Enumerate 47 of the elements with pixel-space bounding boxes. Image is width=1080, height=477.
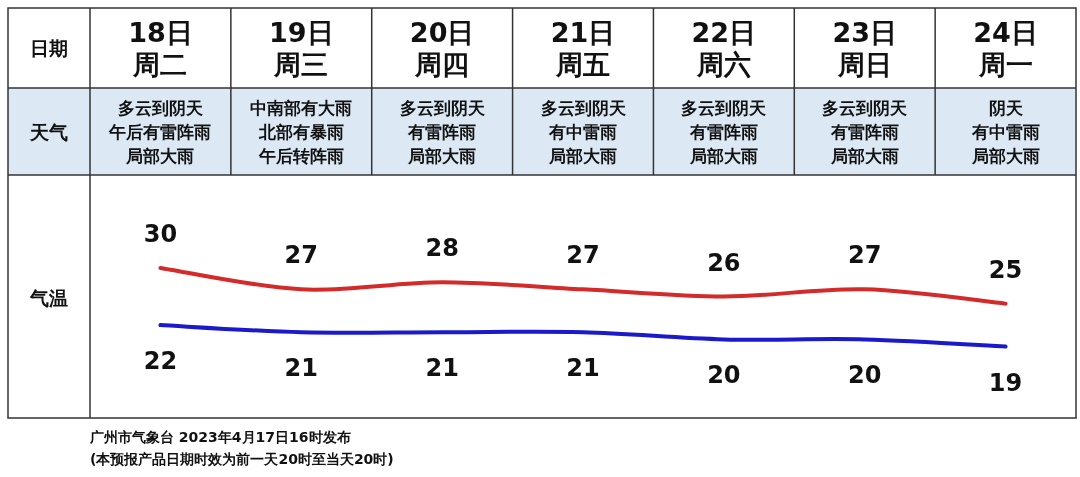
text: 午后转阵雨: [257, 145, 344, 166]
x-tick-label: 19日周三: [268, 17, 335, 82]
data-label: 25: [988, 255, 1023, 284]
data-label: 21: [566, 354, 600, 383]
data-label: 26: [707, 248, 741, 277]
text: 多云到阴天: [117, 97, 203, 118]
x-tick-label: 24日周一: [972, 17, 1039, 82]
text: 局部大雨: [407, 145, 477, 166]
text: 北部有暴雨: [257, 121, 344, 142]
text: 广州市气象台 2023年4月17日16时发布: [89, 429, 351, 445]
data-label: 20: [848, 361, 882, 390]
text: 午后有雷阵雨: [108, 121, 212, 142]
data-label: 22: [143, 347, 178, 376]
text: 多云到阴天: [540, 97, 626, 118]
text: 有中雷雨: [970, 121, 1040, 142]
text: 中南部有大雨: [250, 97, 353, 118]
text: 多云到阴天: [399, 97, 485, 118]
text: (本预报产品日期时效为前一天20时至当天20时): [90, 451, 394, 467]
text: 有雷阵雨: [688, 121, 758, 142]
x-tick-label: 20日周四: [408, 17, 476, 82]
text: 局部大雨: [970, 145, 1040, 166]
x-tick-label: 23日周日: [831, 17, 898, 82]
x-tick-label: 21日周五: [549, 17, 617, 82]
text: 局部大雨: [125, 145, 195, 166]
text: 有雷阵雨: [407, 121, 477, 142]
text: 局部大雨: [829, 145, 899, 166]
text: 有中雷雨: [548, 121, 617, 142]
x-tick-label: 22日周六: [690, 17, 758, 82]
text: 阴天: [988, 97, 1023, 118]
data-label: 28: [425, 234, 459, 263]
text: 天气: [29, 120, 68, 143]
data-label: 21: [284, 354, 318, 383]
data-label: 27: [566, 241, 600, 270]
text: 局部大雨: [688, 145, 758, 166]
data-label: 21: [425, 354, 459, 383]
text: 局部大雨: [548, 145, 617, 166]
data-label: 20: [707, 361, 741, 390]
x-tick-label: 18日周二: [127, 17, 194, 82]
data-label: 19: [988, 368, 1023, 397]
text: 日期: [30, 37, 68, 59]
annotation: 气温: [29, 287, 68, 309]
text: 多云到阴天: [681, 97, 767, 118]
data-label: 27: [848, 241, 882, 270]
data-label: 30: [143, 219, 178, 248]
text: 多云到阴天: [822, 97, 908, 118]
text: 有雷阵雨: [829, 121, 899, 142]
data-label: 27: [284, 241, 318, 270]
